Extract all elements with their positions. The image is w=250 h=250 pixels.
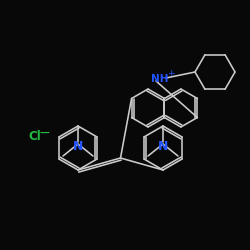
- Text: N: N: [73, 140, 83, 152]
- Text: −: −: [38, 126, 50, 140]
- Text: Cl: Cl: [28, 130, 41, 143]
- Text: NH: NH: [151, 74, 169, 84]
- Text: N: N: [158, 140, 168, 152]
- Text: +: +: [167, 70, 175, 78]
